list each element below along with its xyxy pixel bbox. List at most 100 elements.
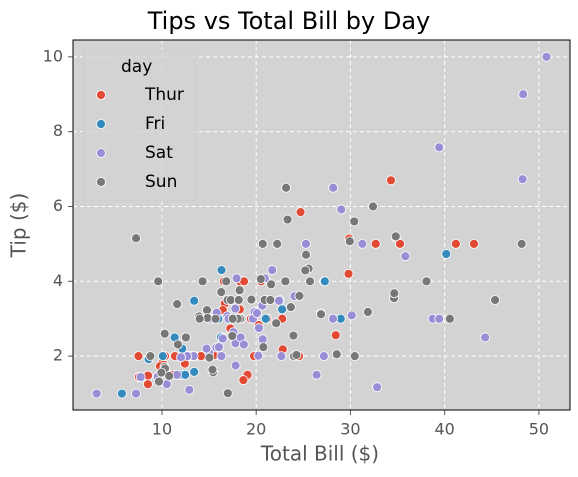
data-point: [230, 303, 241, 314]
data-point: [145, 351, 156, 362]
legend-marker: [96, 119, 106, 129]
data-point: [444, 313, 455, 324]
data-point: [231, 273, 242, 284]
data-point: [288, 330, 299, 341]
data-point: [255, 274, 266, 284]
y-tick-label: 4: [53, 271, 63, 290]
data-point: [349, 216, 360, 227]
data-point: [227, 313, 238, 324]
data-point: [277, 304, 288, 315]
data-point: [344, 236, 355, 247]
data-point: [517, 174, 528, 185]
data-point: [260, 313, 271, 324]
data-point: [217, 333, 228, 344]
legend-label: Sat: [145, 143, 173, 163]
data-point: [349, 351, 360, 362]
data-point: [330, 330, 341, 341]
data-point: [189, 366, 200, 377]
data-point: [157, 351, 168, 362]
data-point: [216, 287, 227, 298]
data-point: [176, 352, 186, 363]
data-point: [216, 265, 227, 275]
data-point: [274, 295, 284, 306]
data-point: [518, 89, 529, 100]
data-point: [117, 388, 127, 399]
data-point: [189, 295, 200, 306]
data-point: [301, 249, 311, 260]
x-tick-label: 20: [246, 420, 266, 439]
data-point: [159, 328, 170, 339]
data-point: [221, 276, 232, 287]
data-point: [230, 360, 241, 371]
legend-label: Fri: [145, 114, 165, 134]
data-point: [131, 233, 141, 244]
data-point: [154, 376, 164, 387]
data-point: [213, 342, 224, 353]
data-point: [257, 238, 268, 249]
data-point: [265, 295, 276, 305]
data-point: [331, 349, 342, 360]
data-point: [362, 307, 373, 317]
data-point: [541, 51, 552, 62]
data-point: [480, 332, 491, 343]
data-point: [285, 302, 296, 313]
data-point: [180, 369, 191, 380]
data-point: [272, 238, 283, 249]
data-point: [267, 265, 278, 275]
data-point: [280, 276, 291, 287]
data-point: [233, 295, 244, 305]
data-point: [291, 350, 302, 360]
data-point: [372, 382, 382, 393]
data-point: [210, 313, 221, 324]
data-point: [143, 379, 153, 390]
data-point: [516, 238, 527, 249]
data-point: [336, 204, 347, 215]
data-point: [266, 279, 276, 290]
data-point: [252, 308, 262, 319]
data-point: [184, 384, 195, 395]
data-point: [246, 294, 257, 305]
legend-label: Thur: [144, 85, 184, 105]
data-point: [390, 231, 401, 242]
data-point: [343, 268, 354, 279]
data-point: [238, 375, 249, 385]
data-point: [164, 371, 175, 381]
legend-marker: [96, 148, 106, 158]
data-point: [346, 310, 357, 321]
data-point: [370, 238, 381, 249]
data-point: [300, 265, 311, 276]
data-point: [135, 372, 146, 382]
data-point: [197, 276, 208, 287]
data-point: [133, 351, 144, 362]
y-tick-label: 8: [53, 121, 63, 140]
data-point: [153, 276, 164, 287]
data-point: [316, 309, 326, 320]
data-point: [328, 313, 338, 324]
data-point: [294, 290, 305, 301]
legend-label: Sun: [145, 172, 177, 192]
data-point: [131, 388, 141, 399]
y-tick-label: 10: [43, 46, 63, 65]
data-point: [311, 369, 322, 380]
legend-title: day: [121, 57, 152, 77]
data-point: [318, 351, 329, 362]
x-tick-label: 10: [152, 420, 172, 439]
data-point: [400, 251, 411, 262]
y-axis-label: Tip ($): [7, 193, 31, 259]
data-point: [450, 238, 461, 249]
data-point: [253, 350, 264, 361]
data-point: [276, 351, 287, 362]
data-point: [238, 339, 249, 350]
data-point: [172, 299, 183, 310]
data-point: [319, 276, 330, 287]
data-point: [254, 323, 264, 333]
data-point: [469, 238, 479, 249]
data-point: [368, 201, 378, 212]
data-point: [194, 313, 205, 324]
data-point: [421, 276, 432, 287]
data-point: [201, 343, 212, 354]
data-point: [389, 288, 400, 299]
chart-title: Tips vs Total Bill by Day: [147, 7, 431, 35]
data-point: [234, 285, 245, 296]
